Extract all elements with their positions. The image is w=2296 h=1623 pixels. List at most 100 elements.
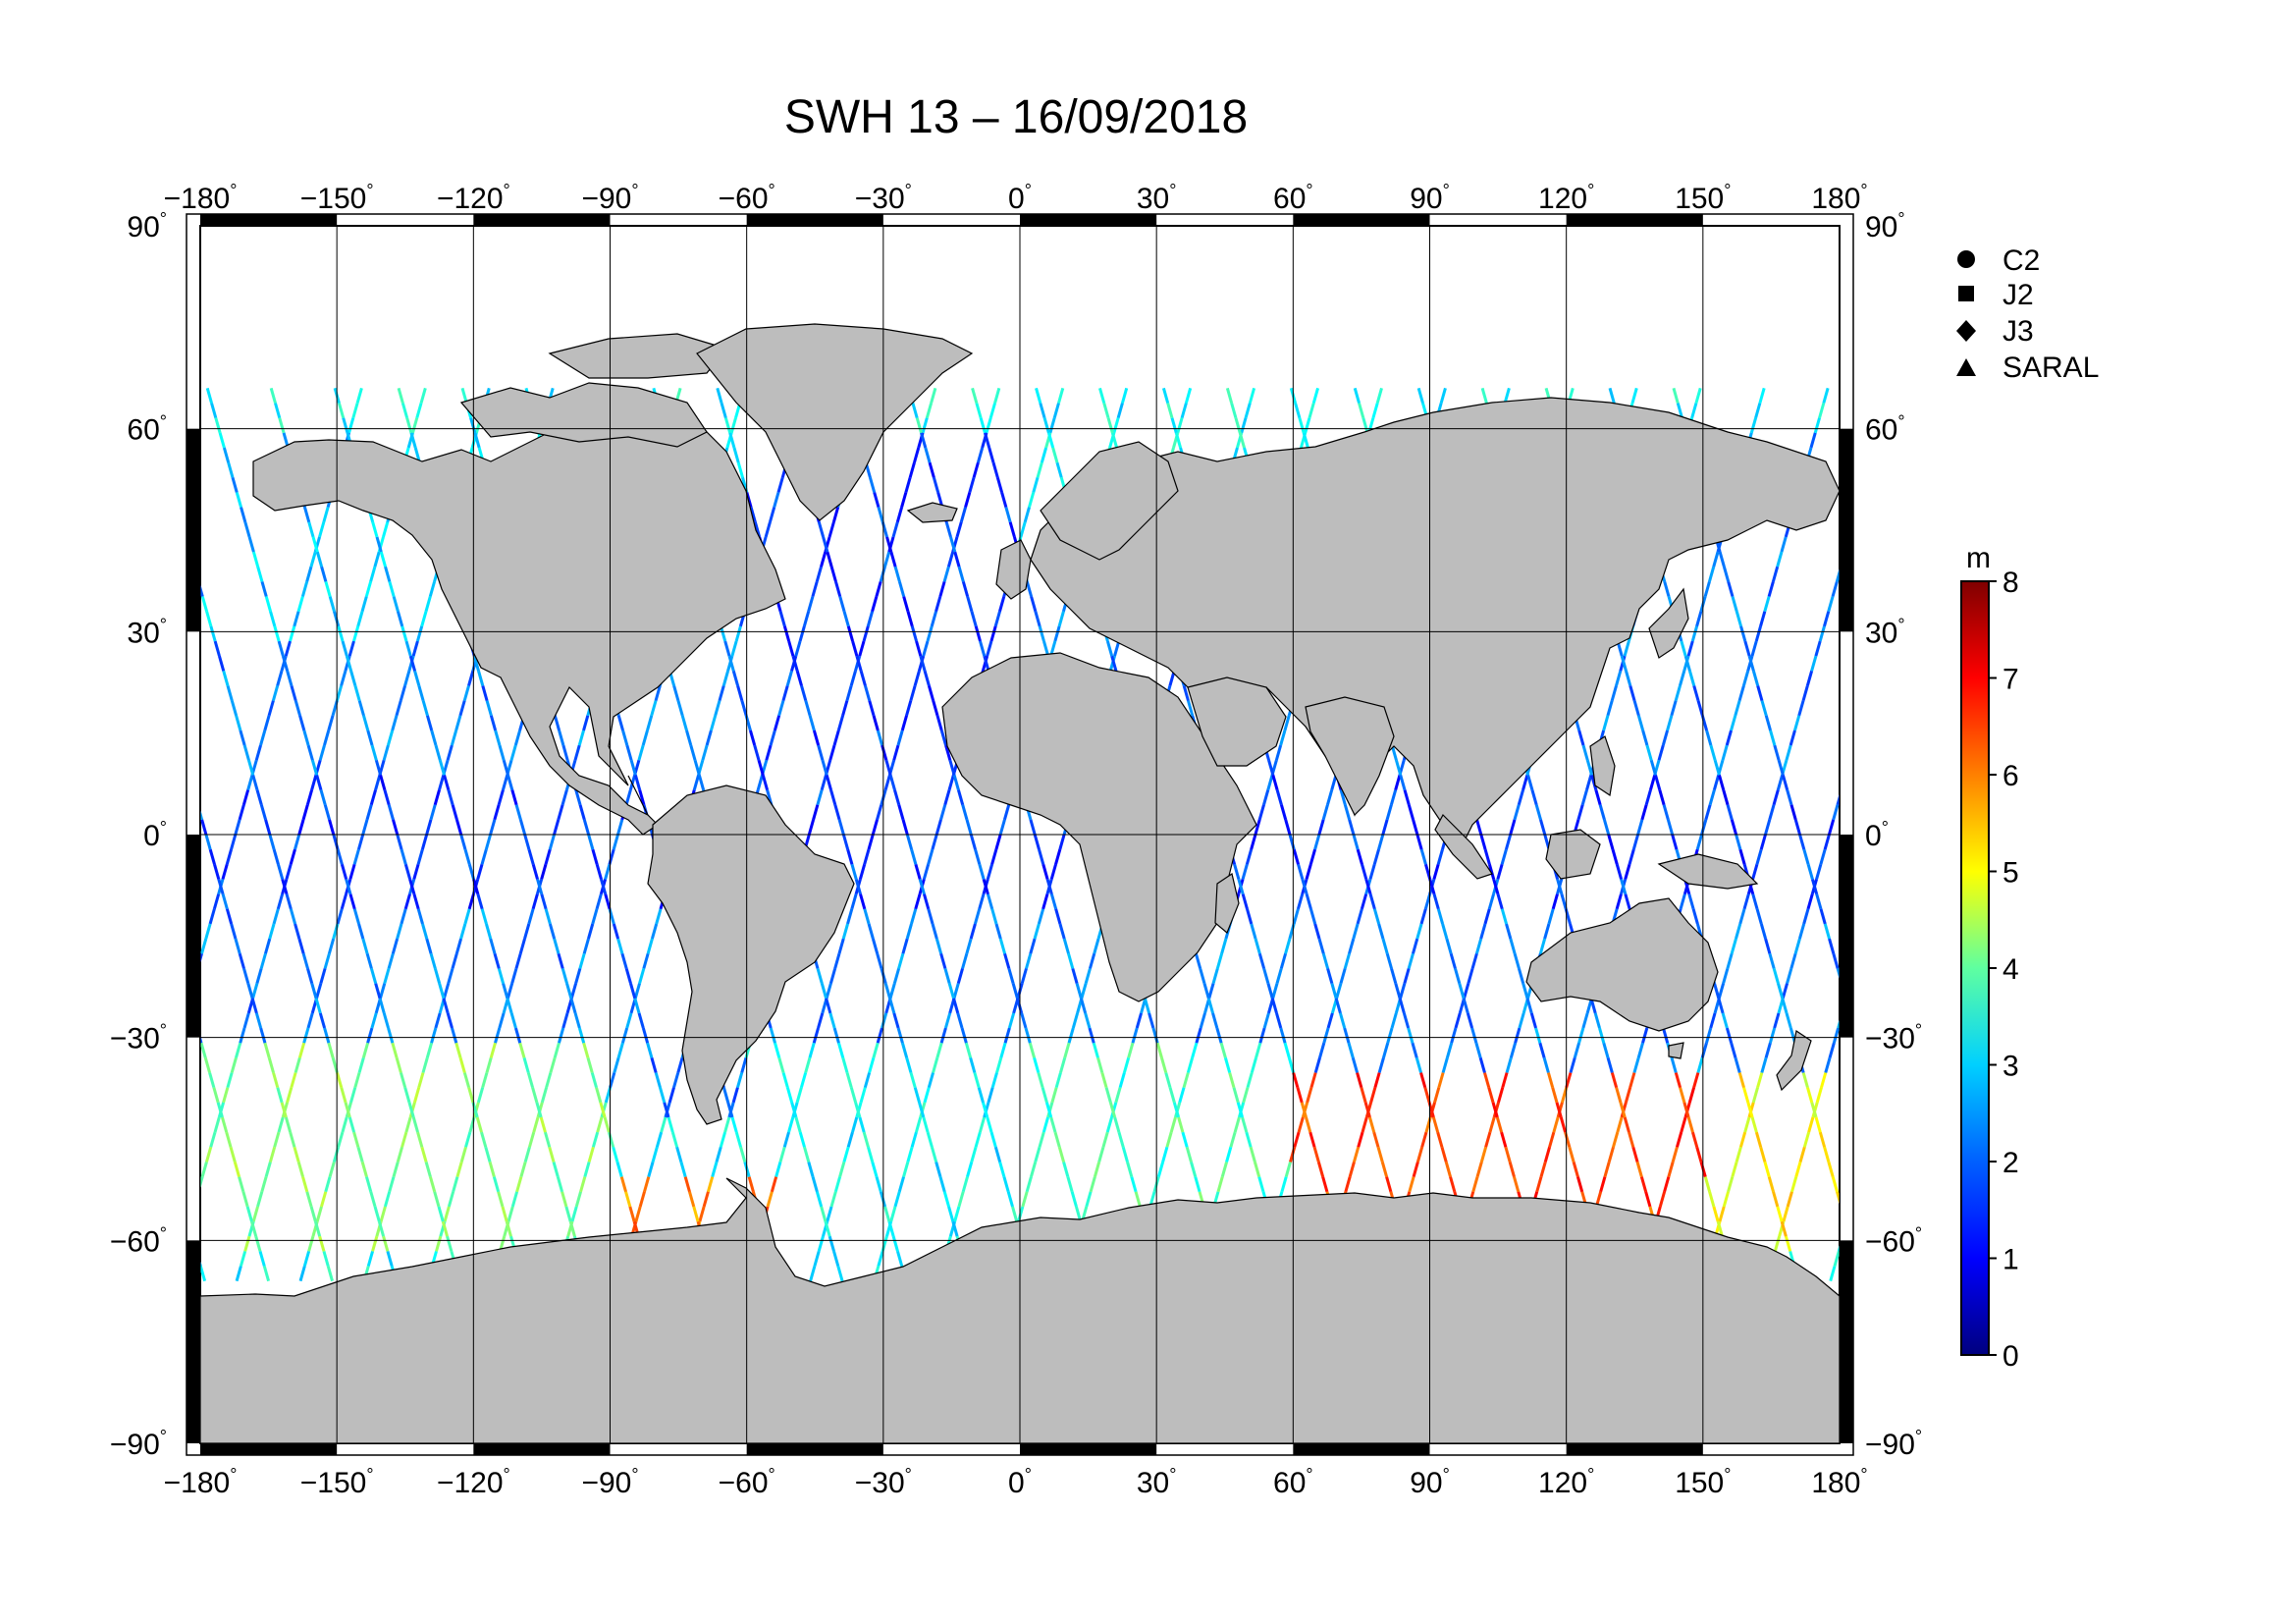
track-segment xyxy=(558,730,565,746)
track-segment xyxy=(1663,580,1671,597)
track-segment xyxy=(837,938,845,954)
track-segment xyxy=(736,1072,744,1089)
track-segment xyxy=(1772,789,1780,806)
track-segment xyxy=(340,893,347,910)
track-segment xyxy=(1491,1102,1499,1118)
track-segment xyxy=(1924,1162,1928,1176)
track-segment xyxy=(454,1042,462,1058)
track-segment xyxy=(726,1102,734,1118)
track-segment xyxy=(616,715,624,731)
track-segment xyxy=(323,952,331,969)
track-segment xyxy=(1951,612,1955,626)
track-segment xyxy=(558,1027,565,1044)
track-segment xyxy=(36,685,40,700)
track-segment xyxy=(234,938,241,954)
track-segment xyxy=(306,1012,314,1029)
track-segment xyxy=(1746,1102,1754,1118)
track-segment xyxy=(604,863,612,880)
track-segment xyxy=(200,819,208,836)
track-segment xyxy=(646,1042,654,1058)
track-segment xyxy=(781,685,789,702)
track-segment xyxy=(1135,1012,1143,1029)
track-segment xyxy=(960,1027,968,1044)
track-segment xyxy=(1223,1056,1232,1073)
track-segment xyxy=(988,447,995,463)
track-segment xyxy=(1242,1087,1250,1104)
track-segment xyxy=(403,1087,411,1104)
track-segment xyxy=(964,1042,973,1058)
track-segment xyxy=(1738,848,1746,865)
track-segment xyxy=(1829,1266,1837,1282)
track-segment xyxy=(998,938,1007,954)
track-segment xyxy=(388,580,396,597)
track-segment xyxy=(1612,1131,1620,1148)
track-segment xyxy=(506,998,513,1014)
track-segment xyxy=(1063,1042,1071,1058)
track-segment xyxy=(922,863,931,880)
track-segment xyxy=(943,789,951,806)
track-segment xyxy=(420,1146,428,1163)
track-segment xyxy=(624,789,632,806)
track-segment xyxy=(1809,432,1817,449)
track-segment xyxy=(961,952,969,969)
track-segment xyxy=(972,461,980,478)
track-segment xyxy=(1373,1072,1381,1089)
track-segment xyxy=(1236,1102,1244,1118)
track-segment xyxy=(1250,834,1257,850)
track-segment xyxy=(2075,626,2079,641)
track-segment xyxy=(392,596,400,613)
map-frame-bars xyxy=(186,213,1854,1456)
track-segment xyxy=(1814,640,1822,657)
track-segment xyxy=(1833,1250,1840,1267)
track-segment xyxy=(1484,1131,1492,1148)
track-segment xyxy=(396,923,403,940)
track-segment xyxy=(1514,1027,1522,1044)
track-segment xyxy=(908,461,916,478)
track-segment xyxy=(926,625,934,642)
land-new-guinea xyxy=(1657,853,1759,890)
track-segment xyxy=(302,730,310,746)
track-segment xyxy=(1245,848,1254,865)
track-segment xyxy=(238,1176,245,1193)
track-segment xyxy=(612,834,619,850)
track-segment xyxy=(2020,597,2024,612)
frame-bar-right xyxy=(1840,1240,1853,1443)
track-segment xyxy=(730,1116,738,1133)
track-segment xyxy=(70,805,74,820)
track-segment xyxy=(774,1162,782,1177)
track-segment xyxy=(1097,1146,1105,1163)
track-segment xyxy=(1134,1191,1142,1208)
track-segment xyxy=(1283,715,1291,731)
track-segment xyxy=(2010,403,2014,417)
track-segment xyxy=(178,508,182,522)
track-segment xyxy=(221,863,229,880)
track-segment xyxy=(441,1220,450,1237)
track-segment xyxy=(160,448,164,462)
track-segment xyxy=(1253,1162,1261,1177)
track-segment xyxy=(557,804,564,821)
track-segment xyxy=(1737,1072,1745,1089)
track-segment xyxy=(356,834,365,850)
track-segment xyxy=(169,477,173,492)
track-segment xyxy=(876,804,883,821)
track-segment xyxy=(1782,1206,1789,1222)
track-segment xyxy=(692,774,701,790)
track-segment xyxy=(802,611,811,627)
track-segment xyxy=(604,1087,612,1104)
track-segment xyxy=(1166,403,1174,419)
track-segment xyxy=(1377,923,1385,940)
track-segment xyxy=(736,461,744,478)
track-segment xyxy=(290,1072,297,1089)
track-segment xyxy=(978,1116,987,1133)
track-segment xyxy=(990,848,998,865)
track-segment xyxy=(939,952,947,969)
track-segment xyxy=(360,596,368,613)
track-segment xyxy=(1117,1131,1125,1148)
track-segment xyxy=(633,983,642,1000)
track-segment xyxy=(1294,403,1302,419)
track-segment xyxy=(305,789,314,806)
track-segment xyxy=(1919,1177,1923,1192)
lat-tick-label-left: −60° xyxy=(110,1223,167,1258)
track-segment xyxy=(108,939,112,953)
track-segment xyxy=(1444,1162,1452,1177)
